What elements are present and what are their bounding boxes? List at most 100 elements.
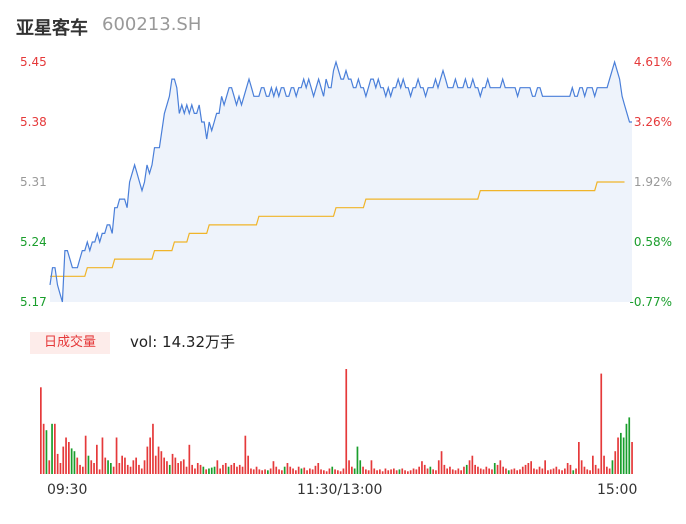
volume-bar <box>54 423 56 474</box>
volume-bar <box>395 470 398 474</box>
volume-bar <box>471 455 474 474</box>
volume-bar <box>451 469 454 474</box>
volume-bar <box>278 469 280 474</box>
volume-bar <box>224 463 227 474</box>
volume-bar <box>275 466 278 474</box>
volume-bar <box>82 466 84 474</box>
volume-bar <box>311 469 314 474</box>
volume-bar <box>300 468 303 474</box>
volume-bar <box>549 469 552 474</box>
volume-bar <box>191 464 193 474</box>
volume-bar <box>185 466 188 474</box>
volume-bar <box>177 463 179 474</box>
volume-bar <box>370 460 373 474</box>
volume-bar <box>87 455 90 474</box>
price-tick-label: 5.45 <box>20 55 47 69</box>
volume-bar <box>589 470 591 474</box>
volume-bar <box>110 463 112 474</box>
volume-bar <box>365 469 367 474</box>
volume-bar <box>93 463 95 474</box>
volume-bar <box>572 470 575 474</box>
volume-bar <box>112 466 115 474</box>
volume-bar <box>157 446 160 474</box>
volume-bar <box>194 468 196 474</box>
volume-bar <box>314 465 317 474</box>
volume-bar <box>575 468 577 474</box>
volume-bar <box>339 471 342 474</box>
volume-bar <box>269 468 272 474</box>
volume-bar <box>432 469 434 474</box>
volume-bar <box>564 468 566 474</box>
volume-bar <box>59 463 62 474</box>
volume-bar <box>124 457 126 474</box>
volume-bar <box>348 460 350 474</box>
volume-bar <box>126 464 129 474</box>
volume-bar <box>331 466 334 474</box>
volume-bar <box>334 469 336 474</box>
volume-bar <box>171 453 174 474</box>
volume-bar <box>230 464 233 474</box>
volume-bar <box>205 469 207 474</box>
volume-bar <box>174 457 177 474</box>
volume-bar <box>541 468 544 474</box>
volume-bar <box>345 369 348 474</box>
volume-bar <box>180 461 182 474</box>
volume-bar <box>96 444 98 474</box>
volume-bar <box>429 466 432 474</box>
volume-bar <box>323 470 325 474</box>
volume-bar <box>303 467 306 474</box>
volume-bar <box>84 435 87 474</box>
volume-bar <box>625 423 628 474</box>
volume-bar <box>132 460 135 474</box>
volume-bar <box>454 470 457 474</box>
volume-bar <box>398 469 401 474</box>
volume-bar <box>485 466 488 474</box>
volume-bar <box>143 460 146 474</box>
volume-bar <box>493 463 496 474</box>
volume-bar <box>90 460 93 474</box>
volume-bar <box>342 468 345 474</box>
volume-bar <box>597 468 600 474</box>
volume-bar <box>70 448 73 474</box>
volume-bar <box>258 469 261 474</box>
volume-bar <box>236 466 238 474</box>
volume-bar <box>216 460 219 474</box>
volume-bar <box>337 470 339 474</box>
pct-tick-label: 0.58% <box>633 235 672 249</box>
volume-bar <box>320 469 322 474</box>
volume-bar <box>468 460 471 474</box>
volume-bar <box>578 442 580 474</box>
volume-bar <box>404 470 406 474</box>
pct-tick-label: -0.77% <box>629 295 672 309</box>
volume-bar <box>129 466 132 474</box>
volume-bar <box>202 466 205 474</box>
pct-tick-label: 1.92% <box>633 175 672 189</box>
volume-bar <box>620 432 622 474</box>
volume-bar <box>367 470 370 474</box>
volume-bar <box>516 470 518 474</box>
volume-bar <box>421 461 423 474</box>
volume-bar <box>555 466 558 474</box>
volume-bar <box>507 470 510 474</box>
volume-bar <box>328 468 331 474</box>
volume-bar <box>289 466 292 474</box>
volume-tab-badge[interactable]: 日成交量 <box>30 332 110 354</box>
price-area-fill <box>50 62 632 302</box>
volume-bar <box>558 469 560 474</box>
volume-bar <box>146 446 149 474</box>
volume-bar <box>325 471 328 474</box>
volume-bar <box>62 446 65 474</box>
volume-bar <box>418 466 420 474</box>
volume-bar <box>513 468 516 474</box>
volume-bar <box>149 437 151 474</box>
volume-bar <box>631 442 633 474</box>
volume-bar <box>353 468 356 474</box>
volume-bar <box>524 464 527 474</box>
volume-bar <box>73 451 76 474</box>
volume-bar <box>409 470 412 474</box>
volume-bar <box>496 464 499 474</box>
volume-bar <box>255 466 258 474</box>
volume-bar <box>107 460 109 474</box>
